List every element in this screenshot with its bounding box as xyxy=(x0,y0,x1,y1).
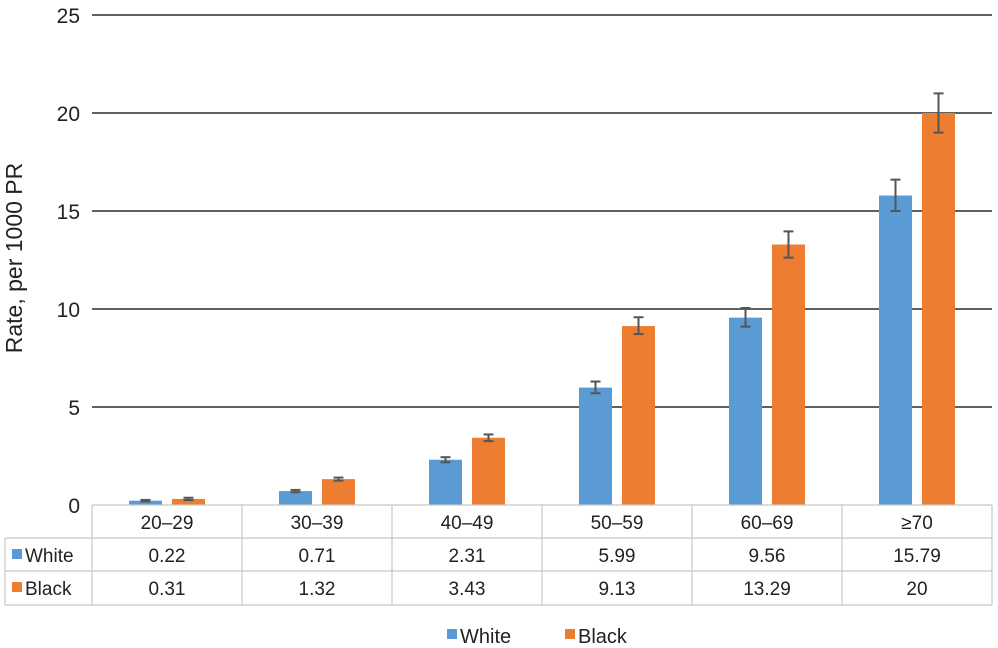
error-bar-white-2 xyxy=(440,456,451,464)
error-bar-white-3 xyxy=(590,380,601,395)
legend: White Black xyxy=(447,626,628,648)
category-label: 40–49 xyxy=(441,513,494,534)
category-label: ≥70 xyxy=(901,513,933,534)
table-cell: 0.31 xyxy=(149,579,186,600)
error-bar-black-5 xyxy=(933,92,944,134)
legend-label-black: Black xyxy=(578,626,628,648)
bar-white-1 xyxy=(279,491,312,505)
error-bar-white-1 xyxy=(290,488,301,494)
legend-label-white: White xyxy=(460,626,511,648)
bar-white-0 xyxy=(129,500,162,505)
y-tick-label: 20 xyxy=(57,103,80,126)
bar-white-5 xyxy=(879,195,912,506)
table-cell: 0.71 xyxy=(299,546,336,567)
error-bar-white-0 xyxy=(140,498,151,503)
bar-black-1 xyxy=(322,479,355,505)
table-cell: 2.31 xyxy=(449,546,486,567)
table-cell: 0.22 xyxy=(149,546,186,567)
bar-black-0 xyxy=(172,498,205,505)
category-label: 30–39 xyxy=(291,513,344,534)
table-row-label: White xyxy=(25,546,74,567)
error-bars xyxy=(140,92,944,503)
error-bar-black-1 xyxy=(333,476,344,482)
table-cell: 9.56 xyxy=(749,546,786,567)
category-label: 60–69 xyxy=(741,513,794,534)
gridlines xyxy=(92,14,992,408)
table-cell: 1.32 xyxy=(299,579,336,600)
bar-black-5 xyxy=(922,113,955,505)
error-bar-black-3 xyxy=(633,316,644,336)
legend-swatch-white xyxy=(447,629,457,639)
table-cell: 20 xyxy=(906,579,927,600)
table-legend-key xyxy=(12,549,22,559)
y-tick-label: 10 xyxy=(57,299,80,322)
y-tick-label: 0 xyxy=(68,495,80,518)
table-cell: 13.29 xyxy=(743,579,791,600)
y-axis-label: Rate, per 1000 PR xyxy=(1,163,27,354)
y-tick-label: 5 xyxy=(68,397,80,420)
bar-white-4 xyxy=(729,317,762,505)
y-axis-ticks: 0 5 10 15 20 25 xyxy=(57,5,80,518)
category-label: 20–29 xyxy=(141,513,194,534)
error-bar-white-5 xyxy=(890,178,901,212)
bar-black-4 xyxy=(772,244,805,506)
category-label: 50–59 xyxy=(591,513,644,534)
bar-white-2 xyxy=(429,459,462,505)
bar-black-2 xyxy=(472,437,505,505)
bar-white-3 xyxy=(579,387,612,505)
error-bar-black-4 xyxy=(783,230,794,259)
data-table: 20–29 30–39 40–49 50–59 60–69 ≥70 White 0.22 0.7… xyxy=(4,504,993,606)
error-bar-black-2 xyxy=(483,433,494,443)
error-bar-white-4 xyxy=(740,307,751,328)
y-tick-label: 15 xyxy=(57,201,80,224)
table-cell: 5.99 xyxy=(599,546,636,567)
table-cell: 15.79 xyxy=(893,546,941,567)
legend-swatch-black xyxy=(565,629,575,639)
bars xyxy=(129,113,955,506)
table-cell: 3.43 xyxy=(449,579,486,600)
table-legend-key xyxy=(12,582,22,592)
bar-black-3 xyxy=(622,326,655,505)
error-bar-black-0 xyxy=(183,496,194,502)
y-tick-label: 25 xyxy=(57,5,80,28)
table-row-label: Black xyxy=(25,579,72,600)
table-cell: 9.13 xyxy=(599,579,636,600)
